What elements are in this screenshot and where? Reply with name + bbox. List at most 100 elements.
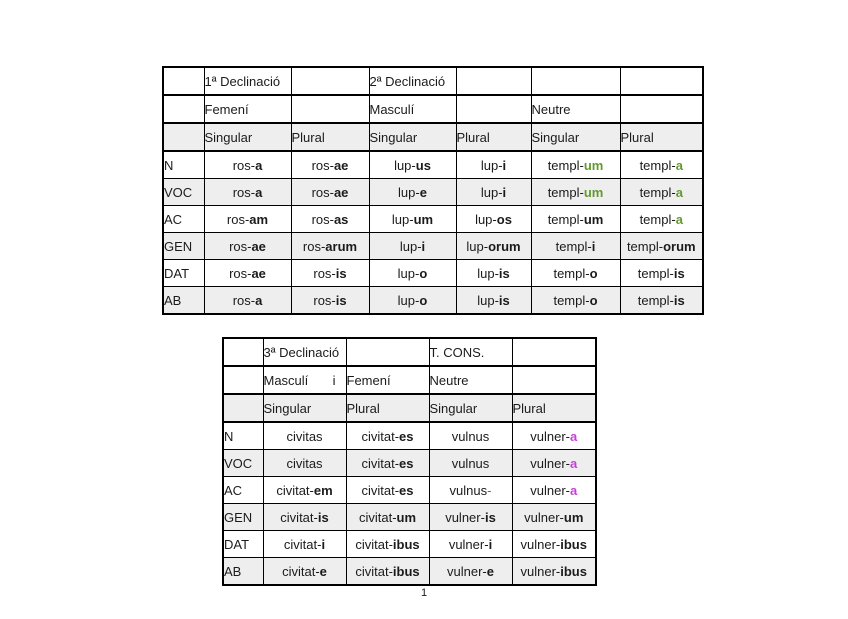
gender-split-cell: Masculí i	[264, 372, 345, 388]
form-ending: is	[335, 292, 347, 308]
form-cell: civitat-is	[262, 503, 347, 531]
form-cell: templ-i	[530, 232, 621, 260]
gender-cell: Masculí	[368, 94, 457, 124]
form-ending: a	[675, 157, 683, 173]
number-cell: Singular	[530, 122, 621, 152]
form-stem: civitat-	[355, 563, 393, 579]
form-stem: templ-	[639, 157, 676, 173]
form-stem: lup-	[399, 238, 422, 254]
form-cell: templ-um	[530, 150, 621, 179]
page-number: 1	[420, 587, 428, 599]
form-cell: templ-o	[530, 259, 621, 287]
form-stem: lup-	[397, 292, 420, 308]
form-stem: ros-	[311, 184, 334, 200]
form-cell: vulner-ibus	[511, 530, 597, 558]
form-ending: a	[570, 428, 578, 444]
form-cell: vulner-a	[511, 449, 597, 477]
form-ending: ae	[333, 157, 349, 173]
case-label: AB	[164, 292, 182, 308]
case-label-cell: DAT	[162, 259, 205, 287]
form-ending: orum	[488, 238, 521, 254]
form-cell: civitat-es	[345, 421, 430, 450]
form-cell: vulner-a	[511, 476, 597, 504]
form-cell: lup-um	[368, 205, 457, 233]
form-ending: is	[673, 265, 685, 281]
gender-conjunction: i	[332, 372, 336, 388]
case-label: N	[224, 428, 234, 444]
form-stem: ros-	[232, 292, 256, 308]
form-ending: os	[496, 211, 512, 227]
case-label: DAT	[164, 265, 190, 281]
declension-title-cell: 2ª Declinació	[368, 66, 457, 96]
form-stem: ros-	[313, 292, 336, 308]
form-stem: civitat-	[283, 536, 322, 552]
form-ending: a	[255, 184, 263, 200]
form-stem: templ-	[639, 211, 676, 227]
case-label-cell: AB	[162, 286, 205, 315]
number-cell-label: Plural	[620, 129, 654, 145]
case-label-cell: GEN	[222, 503, 264, 531]
declension-title-cell	[162, 66, 205, 96]
form-cell: templ-a	[619, 150, 704, 179]
declension-table-2: 3ª Declinació T. CONS. Masculí i Femení Neutr…	[222, 337, 597, 586]
gender-cell	[511, 365, 597, 395]
form-cell: civitat-es	[345, 449, 430, 477]
form-cell: lup-os	[455, 205, 532, 233]
form-cell: vulnus	[428, 449, 513, 477]
form-ending: am	[249, 211, 269, 227]
form-ending: i	[502, 184, 507, 200]
number-cell-label: Plural	[291, 129, 325, 145]
form-ending: ibus	[560, 563, 587, 579]
form-stem: lup-	[475, 211, 497, 227]
form-stem: vulner-	[530, 428, 570, 444]
form-ending: is	[484, 509, 496, 525]
case-label: N	[164, 157, 174, 173]
form-stem: vulner-	[524, 509, 564, 525]
form-stem: vulner-	[445, 509, 485, 525]
number-cell: Singular	[262, 393, 347, 423]
case-label-cell: GEN	[162, 232, 205, 260]
form-ending: a	[570, 455, 578, 471]
form-cell: civitat-ibus	[345, 530, 430, 558]
form-ending: is	[317, 509, 329, 525]
form-ending: i	[488, 536, 493, 552]
form-ending: ibus	[392, 536, 420, 552]
gender-cell	[455, 94, 532, 124]
form-ending: ae	[251, 238, 266, 254]
form-ending: em	[313, 482, 333, 498]
form-ending: e	[486, 563, 494, 579]
form-ending: ibus	[560, 536, 587, 552]
form-stem: lup-	[391, 211, 414, 227]
form-stem: templ-	[547, 211, 584, 227]
declension-title-cell: 3ª Declinació	[262, 337, 347, 367]
form-stem: templ-	[626, 238, 664, 254]
form-cell: vulnus-	[428, 476, 513, 504]
form-stem: lup-	[466, 238, 489, 254]
number-cell-label: Plural	[346, 400, 380, 416]
form-stem: vulner-	[448, 536, 489, 552]
form-ending: i	[321, 536, 326, 552]
case-label-cell: VOC	[222, 449, 264, 477]
form-ending: a	[255, 292, 263, 308]
form-cell: ros-as	[290, 205, 370, 233]
form-cell: ros-ae	[290, 178, 370, 206]
gender-cell-label: Neutre	[429, 372, 469, 388]
form-ending: um	[583, 184, 604, 200]
form-ending: i	[421, 238, 426, 254]
form-stem: vulnus	[449, 482, 488, 498]
form-ending: e	[419, 184, 427, 200]
form-stem: civitat-	[361, 428, 400, 444]
form-cell: ros-ae	[290, 150, 370, 179]
form-cell: lup-e	[368, 178, 457, 206]
form-stem: templ-	[547, 184, 584, 200]
form-stem: ros-	[226, 211, 250, 227]
declension-title-cell-label: 3ª Declinació	[263, 344, 340, 360]
form-cell: templ-o	[530, 286, 621, 315]
form-stem: vulnus	[451, 428, 490, 444]
case-label: VOC	[164, 184, 193, 200]
number-cell: Singular	[368, 122, 457, 152]
form-stem: lup-	[477, 265, 499, 281]
form-stem: vulner-	[447, 563, 487, 579]
form-ending: is	[498, 265, 510, 281]
